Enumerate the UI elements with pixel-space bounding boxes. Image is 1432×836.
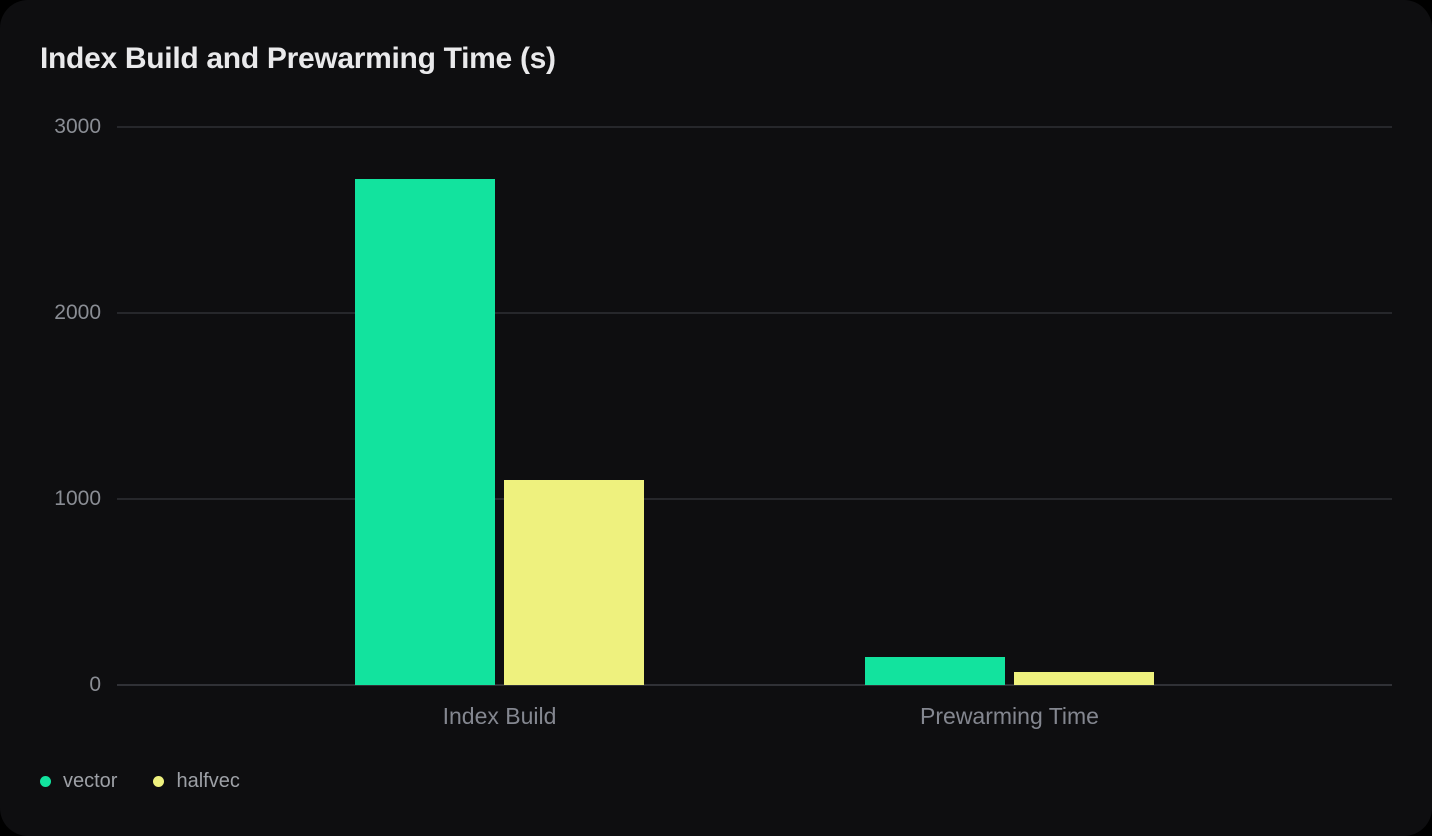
y-tick-label-2000: 2000 (54, 301, 101, 324)
bar-vector-index-build (355, 179, 495, 685)
plot-area: 0 1000 2000 3000 (54, 115, 1392, 696)
legend: vector halfvec (40, 770, 240, 793)
legend-dot-halfvec (153, 776, 165, 787)
legend-label-halfvec: halfvec (176, 770, 240, 792)
x-category-label-prewarming-time: Prewarming Time (920, 703, 1099, 729)
y-tick-label-1000: 1000 (54, 487, 101, 510)
bar-vector-prewarming-time (865, 657, 1005, 685)
chart-title: Index Build and Prewarming Time (s) (40, 42, 556, 75)
bar-halfvec-prewarming-time (1014, 671, 1154, 685)
y-tick-label-3000: 3000 (54, 115, 101, 138)
legend-dot-vector (40, 776, 51, 787)
gridline-1000 (117, 498, 1392, 500)
legend-item-vector: vector (40, 770, 117, 793)
gridline-0 (117, 684, 1392, 686)
gridline-3000 (117, 126, 1392, 128)
y-tick-label-0: 0 (89, 673, 101, 696)
bar-halfvec-index-build (504, 480, 644, 685)
x-category-label-index-build: Index Build (442, 703, 557, 729)
gridline-2000 (117, 312, 1392, 314)
legend-label-vector: vector (63, 770, 118, 792)
legend-item-halfvec: halfvec (153, 770, 240, 793)
